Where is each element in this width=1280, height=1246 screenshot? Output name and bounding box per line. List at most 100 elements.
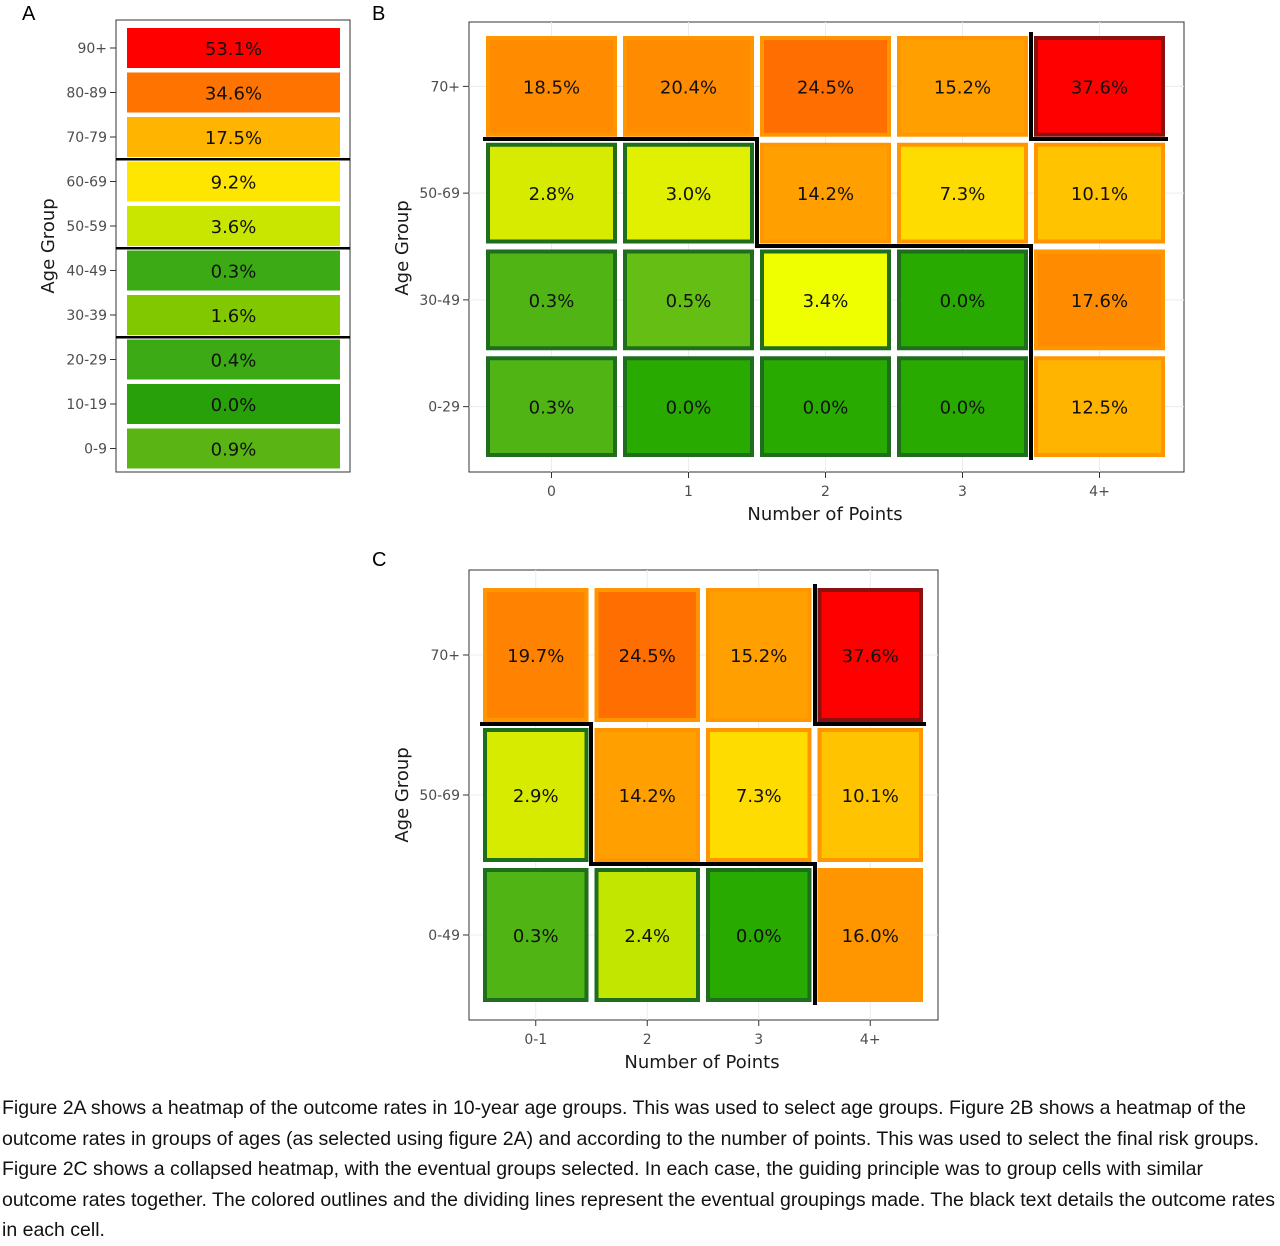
panel-b-y-tick-label: 70+ — [430, 79, 460, 95]
panel-c-cell-label: 2.4% — [624, 926, 670, 947]
panel-b-cell — [623, 142, 754, 244]
panel-b-cell-label: 24.5% — [797, 77, 854, 98]
panel-b-dividers — [483, 32, 1168, 460]
panel-b-cell-label: 7.3% — [940, 184, 986, 205]
panel-c-y-tick-label: 70+ — [430, 648, 460, 664]
panel-b-y-tick-label: 30-49 — [419, 293, 460, 309]
panel-c-cell-label: 0.0% — [736, 926, 782, 947]
panel-b-cell — [486, 356, 617, 457]
panel-c-divider-top — [480, 722, 817, 1005]
panel-c-cell — [483, 588, 589, 722]
panel-b-x-tick-label: 4+ — [1089, 484, 1110, 500]
panel-b-cell — [1034, 142, 1165, 244]
panel-b-cell-label: 10.1% — [1071, 184, 1128, 205]
panel-c-cell-label: 10.1% — [842, 786, 899, 807]
panel-c-cell-label: 15.2% — [730, 646, 787, 667]
panel-b-cell-label: 0.0% — [940, 398, 986, 419]
panel-a-y-tick-label: 70-79 — [66, 130, 107, 146]
panel-a-cell — [127, 295, 340, 335]
panel-b-y-ticks: 70+ 50-69 30-49 0-29 — [419, 79, 469, 416]
panel-b-cell — [1034, 356, 1165, 457]
panel-b-cell — [486, 36, 617, 137]
panel-b-cells: 18.5% 20.4% 24.5% 15.2% 37.6% 2.8% 3.0% 14.2% 7.… — [486, 36, 1165, 457]
panel-c-y-axis-title: Age Group — [392, 747, 413, 842]
panel-b-letter: B — [372, 3, 385, 25]
panel-b-cell — [623, 356, 754, 457]
figure-canvas: A Age Group 53.1%34.6%17.5%9.2%3.6%0.3%1… — [22, 3, 1185, 1073]
panel-c-y-tick-label: 50-69 — [419, 788, 460, 804]
panel-b-cell-label: 20.4% — [660, 77, 717, 98]
panel-b-cell-label: 3.0% — [666, 184, 712, 205]
panel-a-y-tick-label: 20-29 — [66, 353, 107, 369]
panel-b-cell — [486, 249, 617, 351]
panel-b-cell-label: 0.0% — [666, 398, 712, 419]
panel-a-y-axis-title: Age Group — [38, 198, 59, 293]
panel-b-y-tick-label: 50-69 — [419, 186, 460, 202]
panel-c-cell — [706, 868, 812, 1002]
panel-a-cell — [127, 206, 340, 246]
panel-c-cell — [483, 728, 589, 862]
panel-c-x-axis-title: Number of Points — [624, 1052, 779, 1073]
panel-a-cell-label: 3.6% — [211, 217, 257, 238]
panel-b-cell-label: 0.0% — [940, 291, 986, 312]
panel-a-y-tick-label: 30-39 — [66, 308, 107, 324]
panel-b-cell — [760, 36, 891, 137]
panel-a-y-ticks: 90+ 80-89 70-79 60-69 50-59 40-49 30-39 20-29 10… — [66, 41, 116, 458]
panel-b-cell — [897, 249, 1028, 351]
panel-c-cell — [817, 588, 923, 722]
panel-b-cell-label: 14.2% — [797, 184, 854, 205]
panel-c-cells: 19.7% 24.5% 15.2% 37.6% 2.9% 14.2% 7.3% 10.1% 0.… — [483, 588, 923, 1002]
panel-c-letter: C — [372, 549, 386, 571]
panel-b-cell-label: 0.0% — [803, 398, 849, 419]
panel-c-x-ticks: 0-1 2 3 4+ — [524, 1020, 881, 1048]
panel-c-cell — [817, 728, 923, 862]
panel-c-cell — [594, 728, 700, 862]
panel-b-cell — [623, 249, 754, 351]
panel-a-cell-label: 34.6% — [205, 84, 262, 105]
panel-a-cell — [127, 384, 340, 424]
panel-a-y-tick-label: 80-89 — [66, 86, 107, 102]
panel-b-cell — [897, 36, 1028, 137]
panel-c-cell-label: 24.5% — [619, 646, 676, 667]
panel-b-y-tick-label: 0-29 — [428, 400, 460, 416]
panel-a-cell-label: 1.6% — [211, 306, 257, 327]
panel-c-cell-label: 7.3% — [736, 786, 782, 807]
panel-c-x-tick-label: 0-1 — [524, 1032, 547, 1048]
panel-b-divider-corner — [1029, 32, 1168, 141]
panel-b-cell — [760, 142, 891, 244]
panel-b-cell-label: 18.5% — [523, 77, 580, 98]
panel-b-cell-label: 15.2% — [934, 77, 991, 98]
panel-c-cell — [594, 868, 700, 1002]
panel-b-x-tick-label: 3 — [958, 484, 967, 500]
panel-a-cell — [127, 428, 340, 469]
panel-b-cell — [760, 356, 891, 457]
panel-c-x-tick-label: 4+ — [860, 1032, 881, 1048]
panel-b-cell-label: 0.5% — [666, 291, 712, 312]
panel-a-cell — [127, 161, 340, 202]
panel-c-x-tick-label: 3 — [754, 1032, 763, 1048]
panel-b-y-axis-title: Age Group — [392, 200, 413, 295]
panel-b-cell-label: 12.5% — [1071, 398, 1128, 419]
panel-c-cell-label: 16.0% — [842, 926, 899, 947]
panel-b-cell-label: 3.4% — [803, 291, 849, 312]
panel-a-y-tick-label: 60-69 — [66, 175, 107, 191]
panel-b-cell-label: 0.3% — [529, 398, 575, 419]
panel-c-cell-label: 0.3% — [513, 926, 559, 947]
panel-b-x-ticks: 0 1 2 3 4+ — [547, 472, 1110, 500]
panel-c-cell-label: 37.6% — [842, 646, 899, 667]
panel-b-divider-top — [483, 137, 1033, 460]
panel-a-letter: A — [22, 3, 36, 25]
panel-c-cell — [594, 588, 700, 722]
panel-b-x-tick-label: 0 — [547, 484, 556, 500]
panel-b-cell — [623, 36, 754, 137]
panel-b-cell — [760, 249, 891, 351]
panel-a-y-tick-label: 40-49 — [66, 264, 107, 280]
panel-a-cell — [127, 117, 340, 157]
panel-c-cell — [706, 588, 812, 722]
panel-b-cell — [486, 142, 617, 244]
panel-b-cell — [1034, 36, 1165, 137]
panel-a-cell-label: 17.5% — [205, 128, 262, 149]
panel-b-cell-label: 0.3% — [529, 291, 575, 312]
panel-b-cell — [897, 142, 1028, 244]
panel-a-cell — [127, 250, 340, 291]
